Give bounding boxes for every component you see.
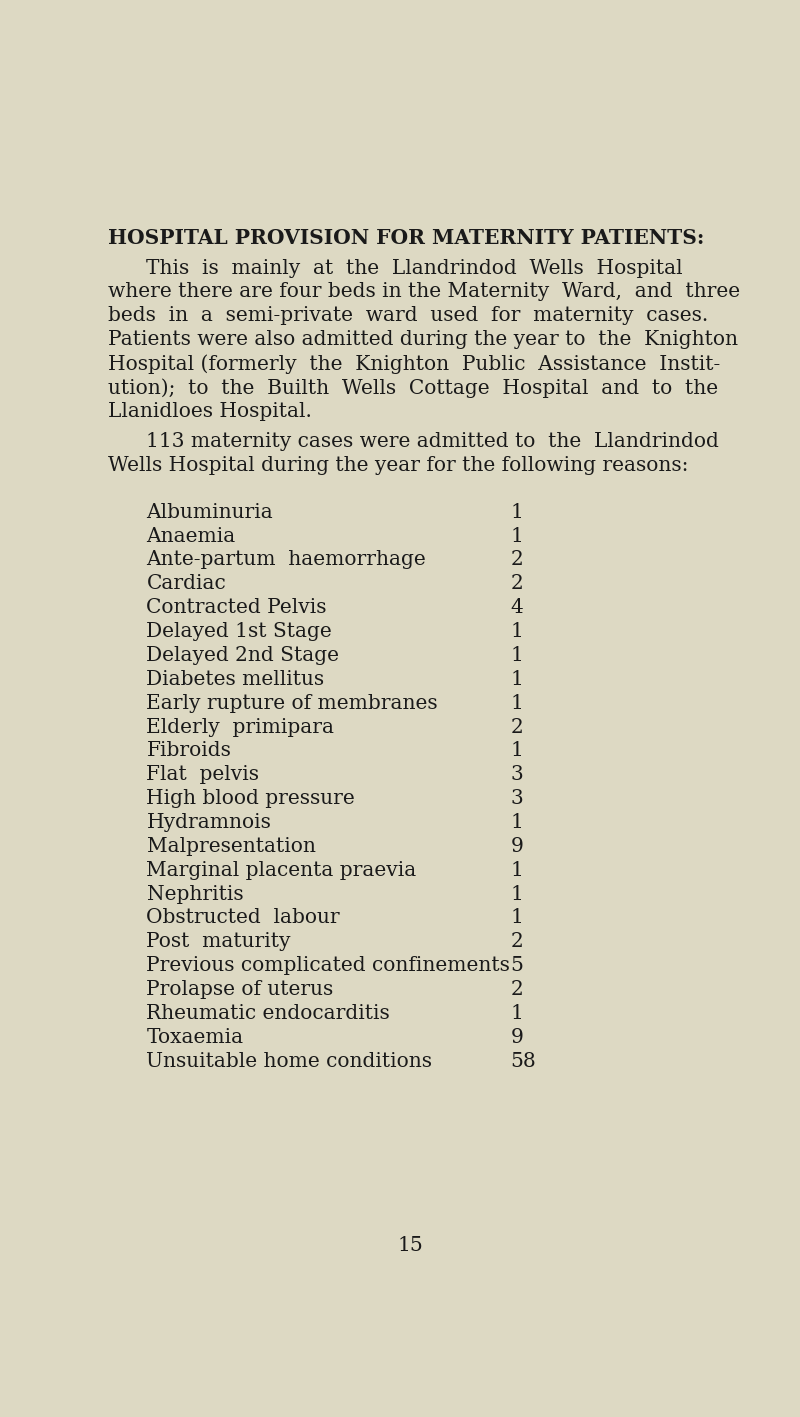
Text: Llanidloes Hospital.: Llanidloes Hospital. — [108, 402, 312, 421]
Text: 1: 1 — [510, 813, 524, 832]
Text: Delayed 1st Stage: Delayed 1st Stage — [146, 622, 332, 640]
Text: 1: 1 — [510, 908, 524, 928]
Text: 1: 1 — [510, 884, 524, 904]
Text: Diabetes mellitus: Diabetes mellitus — [146, 670, 325, 689]
Text: 1: 1 — [510, 622, 524, 640]
Text: Fibroids: Fibroids — [146, 741, 231, 761]
Text: 1: 1 — [510, 1005, 524, 1023]
Text: Cardiac: Cardiac — [146, 574, 226, 594]
Text: Hospital (formerly  the  Knighton  Public  Assistance  Instit-: Hospital (formerly the Knighton Public A… — [108, 354, 720, 374]
Text: 2: 2 — [510, 932, 523, 951]
Text: HOSPITAL PROVISION FOR MATERNITY PATIENTS:: HOSPITAL PROVISION FOR MATERNITY PATIENT… — [108, 228, 704, 248]
Text: Post  maturity: Post maturity — [146, 932, 291, 951]
Text: 5: 5 — [510, 956, 524, 975]
Text: Ante-partum  haemorrhage: Ante-partum haemorrhage — [146, 550, 426, 570]
Text: Delayed 2nd Stage: Delayed 2nd Stage — [146, 646, 339, 665]
Text: 1: 1 — [510, 741, 524, 761]
Text: 2: 2 — [510, 574, 523, 594]
Text: Patients were also admitted during the year to  the  Knighton: Patients were also admitted during the y… — [108, 330, 738, 349]
Text: 3: 3 — [510, 789, 523, 808]
Text: Obstructed  labour: Obstructed labour — [146, 908, 340, 928]
Text: where there are four beds in the Maternity  Ward,  and  three: where there are four beds in the Materni… — [108, 282, 740, 302]
Text: 1: 1 — [510, 694, 524, 713]
Text: Malpresentation: Malpresentation — [146, 837, 315, 856]
Text: Prolapse of uterus: Prolapse of uterus — [146, 981, 334, 999]
Text: Elderly  primipara: Elderly primipara — [146, 717, 334, 737]
Text: Hydramnois: Hydramnois — [146, 813, 271, 832]
Text: 3: 3 — [510, 765, 523, 784]
Text: Marginal placenta praevia: Marginal placenta praevia — [146, 860, 417, 880]
Text: Previous complicated confinements: Previous complicated confinements — [146, 956, 510, 975]
Text: 4: 4 — [510, 598, 523, 618]
Text: Early rupture of membranes: Early rupture of membranes — [146, 694, 438, 713]
Text: 113 maternity cases were admitted to  the  Llandrindod: 113 maternity cases were admitted to the… — [146, 432, 719, 451]
Text: 9: 9 — [510, 1027, 524, 1047]
Text: 1: 1 — [510, 527, 524, 546]
Text: High blood pressure: High blood pressure — [146, 789, 355, 808]
Text: Contracted Pelvis: Contracted Pelvis — [146, 598, 327, 618]
Text: 2: 2 — [510, 550, 523, 570]
Text: 1: 1 — [510, 670, 524, 689]
Text: 2: 2 — [510, 981, 523, 999]
Text: Flat  pelvis: Flat pelvis — [146, 765, 259, 784]
Text: 15: 15 — [397, 1237, 423, 1255]
Text: Rheumatic endocarditis: Rheumatic endocarditis — [146, 1005, 390, 1023]
Text: 1: 1 — [510, 860, 524, 880]
Text: Wells Hospital during the year for the following reasons:: Wells Hospital during the year for the f… — [108, 456, 688, 475]
Text: This  is  mainly  at  the  Llandrindod  Wells  Hospital: This is mainly at the Llandrindod Wells … — [146, 258, 683, 278]
Text: Anaemia: Anaemia — [146, 527, 236, 546]
Text: 1: 1 — [510, 646, 524, 665]
Text: 1: 1 — [510, 503, 524, 521]
Text: Nephritis: Nephritis — [146, 884, 243, 904]
Text: beds  in  a  semi-private  ward  used  for  maternity  cases.: beds in a semi-private ward used for mat… — [108, 306, 708, 326]
Text: ution);  to  the  Builth  Wells  Cottage  Hospital  and  to  the: ution); to the Builth Wells Cottage Hosp… — [108, 378, 718, 398]
Text: 58: 58 — [510, 1051, 537, 1071]
Text: Albuminuria: Albuminuria — [146, 503, 274, 521]
Text: 9: 9 — [510, 837, 524, 856]
Text: Unsuitable home conditions: Unsuitable home conditions — [146, 1051, 433, 1071]
Text: 2: 2 — [510, 717, 523, 737]
Text: Toxaemia: Toxaemia — [146, 1027, 244, 1047]
